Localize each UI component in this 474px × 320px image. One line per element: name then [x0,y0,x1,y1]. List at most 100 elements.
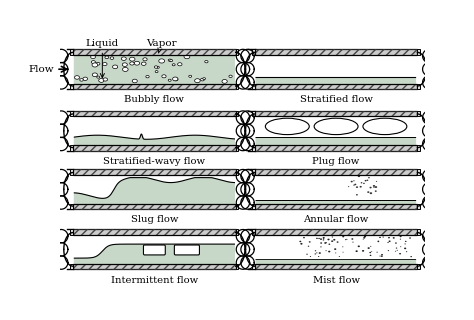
Bar [73,84,236,89]
Ellipse shape [122,68,128,71]
Bar [73,169,236,175]
Ellipse shape [129,57,135,61]
Bar [255,204,418,209]
Ellipse shape [381,255,383,257]
Ellipse shape [80,79,83,81]
Ellipse shape [367,247,370,249]
Ellipse shape [335,252,336,253]
Bar [71,145,73,151]
Text: Stratified flow: Stratified flow [300,95,373,104]
Ellipse shape [83,77,88,80]
Bar [418,169,420,175]
Ellipse shape [99,78,104,82]
Ellipse shape [353,185,355,186]
Bar [73,111,236,116]
Ellipse shape [229,75,232,77]
Ellipse shape [406,251,407,252]
Bar [71,204,73,209]
Bar [236,264,238,269]
Ellipse shape [395,251,396,252]
Ellipse shape [156,66,159,68]
Polygon shape [418,111,427,151]
Ellipse shape [316,252,318,253]
Ellipse shape [373,187,375,188]
Bar [73,264,236,269]
Ellipse shape [342,236,344,237]
Ellipse shape [178,63,182,66]
Ellipse shape [379,237,381,238]
Ellipse shape [358,175,360,177]
Ellipse shape [387,242,389,243]
Bar [252,145,255,151]
Bar [73,204,236,209]
Ellipse shape [378,241,379,242]
FancyBboxPatch shape [174,245,200,255]
Ellipse shape [396,248,397,249]
Ellipse shape [195,79,200,83]
Ellipse shape [326,242,327,243]
Bar [255,77,418,84]
Bar [255,55,418,84]
Bar [252,204,255,209]
Bar [418,145,420,151]
Ellipse shape [146,76,149,78]
Bar [236,204,238,209]
Polygon shape [418,169,427,209]
Ellipse shape [105,56,109,59]
Bar [73,49,236,55]
Bar [418,229,420,235]
Ellipse shape [363,118,407,135]
Ellipse shape [97,76,100,78]
Ellipse shape [113,65,118,69]
Ellipse shape [159,59,164,63]
Ellipse shape [405,241,407,242]
Ellipse shape [348,186,349,187]
Ellipse shape [315,250,316,251]
Ellipse shape [92,63,98,67]
Ellipse shape [368,177,370,178]
Ellipse shape [134,61,140,65]
Polygon shape [418,49,427,89]
Bar [236,111,238,116]
Ellipse shape [170,60,173,62]
Bar [255,229,418,235]
Polygon shape [246,111,255,151]
Ellipse shape [377,241,379,242]
Bar [255,116,418,145]
Bar [252,264,255,269]
Polygon shape [246,229,255,269]
Bar [418,84,420,89]
Bar [255,200,418,204]
Ellipse shape [373,185,375,187]
Ellipse shape [328,239,329,240]
Bar [255,49,418,55]
Ellipse shape [168,59,172,61]
Ellipse shape [367,191,369,193]
Bar [71,264,73,269]
Ellipse shape [189,75,191,77]
Ellipse shape [339,256,340,257]
Polygon shape [236,229,245,269]
Ellipse shape [314,118,358,135]
Ellipse shape [379,256,381,257]
Ellipse shape [320,242,322,244]
Ellipse shape [369,252,371,253]
Bar [73,169,236,175]
Ellipse shape [375,190,377,192]
Ellipse shape [383,236,384,237]
Bar [255,169,418,175]
Ellipse shape [265,118,309,135]
Polygon shape [64,111,73,151]
Bar [71,84,73,89]
Ellipse shape [345,239,346,240]
Text: Plug flow: Plug flow [312,157,360,166]
Polygon shape [246,169,255,209]
Ellipse shape [323,239,324,241]
Bar [252,84,255,89]
Ellipse shape [363,239,364,240]
Ellipse shape [103,62,107,66]
Ellipse shape [326,250,327,251]
Bar [73,49,236,55]
Ellipse shape [323,237,325,238]
Ellipse shape [173,77,178,81]
